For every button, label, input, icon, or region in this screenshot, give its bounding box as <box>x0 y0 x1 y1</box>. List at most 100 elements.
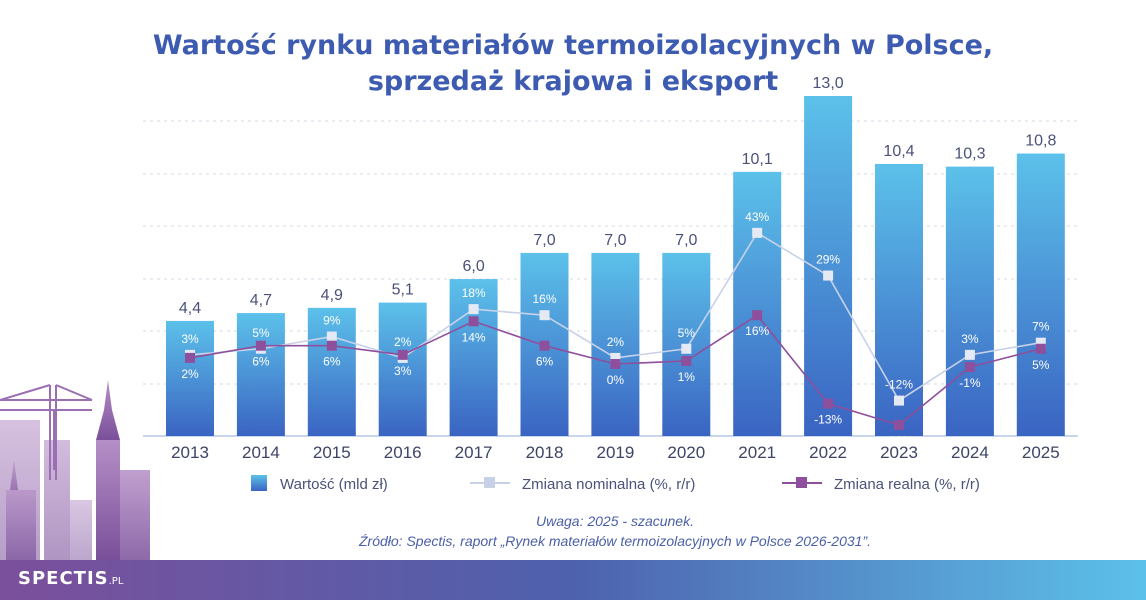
bar-2016 <box>378 302 427 436</box>
nominal-label-2023: -12% <box>885 378 913 392</box>
bar-value-label-2023: 10,4 <box>883 143 914 160</box>
real-change-series: 2% 6% 6% 3% 14% 6% 0% 1% 16% -13% -20% -1% 5% <box>181 310 1050 448</box>
real-point-2018 <box>539 340 550 351</box>
real-label-2016: 3% <box>394 364 412 378</box>
nominal-label-2014: 5% <box>252 326 270 340</box>
legend-label-nominal: Zmiana nominalna (%, r/r) <box>522 476 695 493</box>
legend-marker-nominal <box>484 477 495 488</box>
nominal-point-2022 <box>823 270 834 281</box>
nominal-point-2024 <box>964 349 975 360</box>
real-point-2020 <box>681 355 692 366</box>
x-tick-2024: 2024 <box>951 443 989 462</box>
real-label-2021: 16% <box>745 324 769 338</box>
bar-2013 <box>166 320 214 436</box>
bar-2017 <box>449 279 498 436</box>
real-label-2024: -1% <box>959 376 981 390</box>
source-note: Źródło: Spectis, raport „Rynek materiałó… <box>359 533 871 549</box>
real-point-2013 <box>185 352 195 363</box>
x-tick-labels: 2013 2014 2015 2016 2017 2018 2019 2020 2021 2022… <box>171 443 1060 462</box>
nominal-label-2024: 3% <box>961 332 979 346</box>
real-point-2022 <box>823 398 834 409</box>
real-label-2020: 1% <box>678 370 696 384</box>
nominal-point-2020 <box>681 343 692 354</box>
legend-swatch-value <box>251 475 267 491</box>
nominal-label-2021: 43% <box>745 210 769 224</box>
bar-value-label-2016: 5,1 <box>392 282 414 299</box>
real-label-2019: 0% <box>607 373 625 387</box>
x-tick-2015: 2015 <box>313 443 351 462</box>
bar-value-label-2017: 6,0 <box>462 258 484 275</box>
x-tick-2021: 2021 <box>738 443 776 462</box>
real-point-2015 <box>326 340 337 351</box>
x-tick-2018: 2018 <box>526 443 564 462</box>
nominal-label-2020: 5% <box>678 326 696 340</box>
x-tick-2017: 2017 <box>455 443 493 462</box>
real-point-2016 <box>397 349 408 360</box>
real-label-2015: 6% <box>323 355 341 369</box>
bar-value-label-2020: 7,0 <box>675 232 697 249</box>
real-label-2014: 6% <box>252 355 270 369</box>
nominal-label-2013: 3% <box>181 332 199 346</box>
bar-value-label-2013: 4,4 <box>179 300 201 317</box>
chart-title-line-1: Wartość rynku materiałów termoizolacyjny… <box>152 30 994 61</box>
bar-value-label-2024: 10,3 <box>954 146 985 163</box>
bar-2015 <box>307 307 356 436</box>
note-estimate: Uwaga: 2025 - szacunek. <box>536 513 694 529</box>
footer-band <box>0 560 1146 600</box>
real-label-2018: 6% <box>536 355 554 369</box>
real-label-2022: -13% <box>814 413 842 427</box>
x-tick-2020: 2020 <box>667 443 705 462</box>
bar-2024 <box>945 166 994 436</box>
nominal-label-2019: 2% <box>607 335 625 349</box>
real-label-2017: 14% <box>462 330 486 344</box>
legend-label-real: Zmiana realna (%, r/r) <box>834 476 980 493</box>
bar-2023 <box>875 164 923 436</box>
real-label-2013: 2% <box>181 367 199 381</box>
city-skyline-illustration <box>0 380 150 560</box>
nominal-point-2017 <box>468 304 479 315</box>
brand-name: SPECTIS <box>18 568 109 589</box>
nominal-point-2018 <box>539 310 550 321</box>
nominal-point-2023 <box>894 395 904 406</box>
bar-2014 <box>236 313 285 436</box>
bar-value-labels: 4,4 4,7 4,9 5,1 6,0 7,0 7,0 7,0 10,1 13,0 10,4 10,3… <box>179 75 1057 317</box>
bar-value-label-2025: 10,8 <box>1025 133 1056 150</box>
x-tick-2013: 2013 <box>171 443 209 462</box>
nominal-point-2021 <box>752 227 763 238</box>
real-point-2014 <box>255 340 266 351</box>
real-point-2021 <box>752 310 763 321</box>
real-point-2017 <box>468 316 479 327</box>
legend: Wartość (mld zł) Zmiana nominalna (%, r/… <box>251 475 980 493</box>
bar-2021 <box>733 171 782 436</box>
real-label-2023: -20% <box>885 434 913 448</box>
bar-value-label-2022: 13,0 <box>813 75 844 92</box>
nominal-point-2019 <box>610 352 621 363</box>
bar-value-label-2018: 7,0 <box>533 232 555 249</box>
x-tick-2014: 2014 <box>242 443 280 462</box>
bar-value-label-2014: 4,7 <box>250 292 272 309</box>
real-label-2025: 5% <box>1032 358 1050 372</box>
real-point-2019 <box>610 359 621 369</box>
nominal-point-2015 <box>326 331 337 342</box>
bar-value-label-2021: 10,1 <box>742 151 773 168</box>
x-tick-2016: 2016 <box>384 443 422 462</box>
nominal-label-2015: 9% <box>323 314 341 328</box>
bar-value-label-2015: 4,9 <box>321 287 343 304</box>
bar-value-label-2019: 7,0 <box>604 232 626 249</box>
brand-suffix: .PL <box>108 576 124 587</box>
nominal-label-2017: 18% <box>462 286 486 300</box>
nominal-label-2018: 16% <box>532 292 556 306</box>
legend-label-value: Wartość (mld zł) <box>280 476 388 493</box>
real-point-2023 <box>894 420 904 430</box>
x-tick-2025: 2025 <box>1022 443 1060 462</box>
chart-title-line-2: sprzedaż krajowa i eksport <box>367 66 779 97</box>
real-point-2025 <box>1035 343 1046 354</box>
bar-2025 <box>1016 153 1065 437</box>
x-tick-2019: 2019 <box>596 443 634 462</box>
brand-logo: SPECTIS.PL <box>18 568 123 589</box>
nominal-point-2025 <box>1035 337 1046 348</box>
bar-2019 <box>591 252 640 436</box>
x-tick-2022: 2022 <box>809 443 847 462</box>
nominal-label-2022: 29% <box>816 253 840 267</box>
